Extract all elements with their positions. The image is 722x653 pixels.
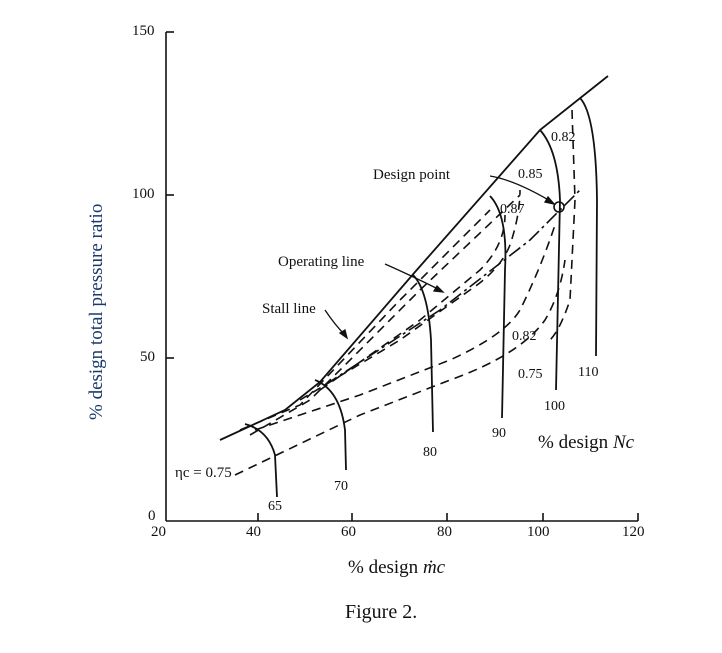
- speed-line-100: [539, 129, 561, 391]
- x-axis-label-text: % design: [348, 557, 423, 578]
- speed-line-110: [579, 97, 598, 357]
- speed-label-100: 100: [544, 399, 565, 414]
- eff-label-082-high: 0.82: [551, 130, 576, 145]
- eff-label-075: 0.75: [518, 367, 543, 382]
- efficiency-line-inner-a: [239, 209, 491, 431]
- y-tick-100: 100: [132, 186, 155, 202]
- x-axis-label: % design ṁc: [348, 558, 445, 577]
- speed-label-65: 65: [268, 499, 282, 514]
- x-tick-120: 120: [622, 524, 645, 540]
- speed-label-70: 70: [334, 479, 348, 494]
- efficiency-line-075: [234, 259, 566, 476]
- operating-line-label: Operating line: [278, 254, 365, 270]
- speed-label-symbol: Nc: [612, 432, 635, 453]
- design-point-marker: [553, 201, 565, 213]
- x-tick-20: 20: [151, 524, 166, 540]
- design-point-label: Design point: [373, 167, 451, 183]
- y-tick-50: 50: [140, 349, 155, 365]
- speed-label-90: 90: [492, 426, 506, 441]
- y-tick-0: 0: [148, 508, 156, 524]
- efficiency-line-inner-b: [249, 194, 521, 436]
- figure-caption: Figure 2.: [345, 601, 418, 623]
- efficiency-label: ηc = 0.75: [175, 465, 232, 481]
- eff-label-087: 0.87: [500, 202, 525, 217]
- x-axis-label-symbol: ṁc: [422, 557, 446, 578]
- eff-label-085: 0.85: [518, 167, 543, 182]
- speed-line-80: [412, 274, 434, 433]
- x-tick-60: 60: [341, 524, 356, 540]
- operating-line: [324, 189, 581, 386]
- efficiency-line-085: [299, 189, 521, 401]
- x-tick-100: 100: [527, 524, 550, 540]
- efficiency-line-087: [319, 214, 506, 391]
- eff-label-082-low: 0.82: [512, 329, 537, 344]
- speed-label-text: % design: [538, 432, 613, 453]
- efficiency-lines: [234, 109, 576, 476]
- stall-line-label: Stall line: [262, 301, 316, 317]
- annotation-arrows: [324, 175, 556, 340]
- x-tick-40: 40: [246, 524, 261, 540]
- speed-label-80: 80: [423, 445, 437, 460]
- x-tick-80: 80: [437, 524, 452, 540]
- efficiency-line-082b: [549, 109, 576, 341]
- y-tick-150: 150: [132, 23, 155, 39]
- speed-axis-label: % design Nc: [538, 433, 634, 452]
- speed-line-70: [314, 379, 347, 471]
- axes: [165, 31, 639, 522]
- speed-line-65: [244, 423, 278, 498]
- speed-label-110: 110: [578, 365, 599, 380]
- y-axis-label: % design total pressure ratio: [86, 203, 107, 420]
